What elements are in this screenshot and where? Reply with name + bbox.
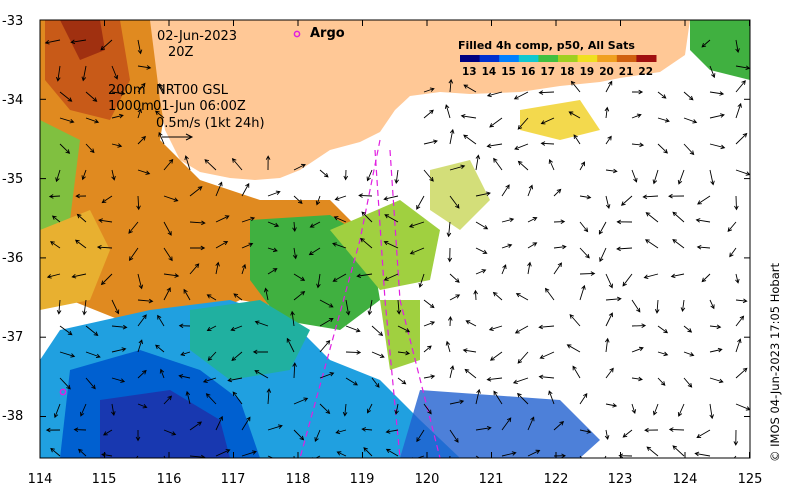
colorbar-tick-label: 13 [462,66,477,78]
argo-legend-label: Argo [310,26,345,41]
scale-arrow-icon [162,133,194,141]
date-label: 02-Jun-2023 [157,29,238,44]
lon-tick: 125 [737,472,763,487]
colorbar-tick-label: 16 [520,66,536,78]
lon-tick: 122 [543,472,569,487]
current-vectors [44,39,750,458]
credit-label: © IMOS 04-Jun-2023 17:05 Hobart [768,262,782,462]
scale-label: 0.5m/s (1kt 24h) [156,116,265,131]
colorbar-swatch [597,55,618,62]
colorbar-tick-label: 17 [540,66,556,78]
argo-float-icon [59,388,67,396]
colorbar-tick-label: 21 [618,66,634,78]
colorbar-swatch [616,55,637,62]
lon-tick: 119 [349,472,375,487]
colorbar-tick-label: 19 [579,66,595,78]
lon-tick: 118 [285,472,311,487]
colorbar-swatch [518,55,539,62]
time-label: 20Z [168,45,194,60]
lat-tick: -36 [2,251,24,266]
axis-ticks [39,19,750,458]
lon-tick: 121 [478,472,504,487]
lat-tick: -35 [2,172,24,187]
lat-tick: -37 [2,330,24,345]
ship-tracks [299,139,441,458]
plot-frame [39,19,751,459]
colorbar-swatch [460,55,481,62]
depth-contour-1000m: 1000m [108,99,154,114]
colorbar-tick-label: 14 [481,66,497,78]
lat-tick: -38 [2,409,24,424]
product-name: NRT00 GSL [156,83,228,98]
colorbar-title: Filled 4h comp, p50, All Sats [458,39,635,52]
colorbar [460,55,657,62]
lon-tick: 115 [91,472,117,487]
colorbar-swatch [499,55,520,62]
colorbar-swatch [558,55,579,62]
product-time: 01-Jun 06:00Z [153,99,246,114]
colorbar-tick-label: 18 [560,66,575,78]
colorbar-swatch [577,55,598,62]
lat-tick: -34 [2,93,24,108]
lon-tick: 116 [156,472,182,487]
lon-tick: 120 [414,472,440,487]
colorbar-swatch [636,55,657,62]
colorbar-swatch [538,55,559,62]
colorbar-tick-label: 20 [599,66,614,78]
lon-tick: 114 [27,472,53,487]
lon-tick: 117 [220,472,246,487]
colorbar-tick-label: 22 [638,66,654,78]
lat-tick: -33 [2,14,24,29]
argo-marker-icon [293,30,301,38]
colorbar-tick-label: 15 [501,66,516,78]
lon-tick: 123 [607,472,633,487]
colorbar-swatch [479,55,500,62]
sst-field [40,20,750,458]
lon-tick: 124 [672,472,698,487]
depth-contour-200m: 200m [108,83,146,98]
